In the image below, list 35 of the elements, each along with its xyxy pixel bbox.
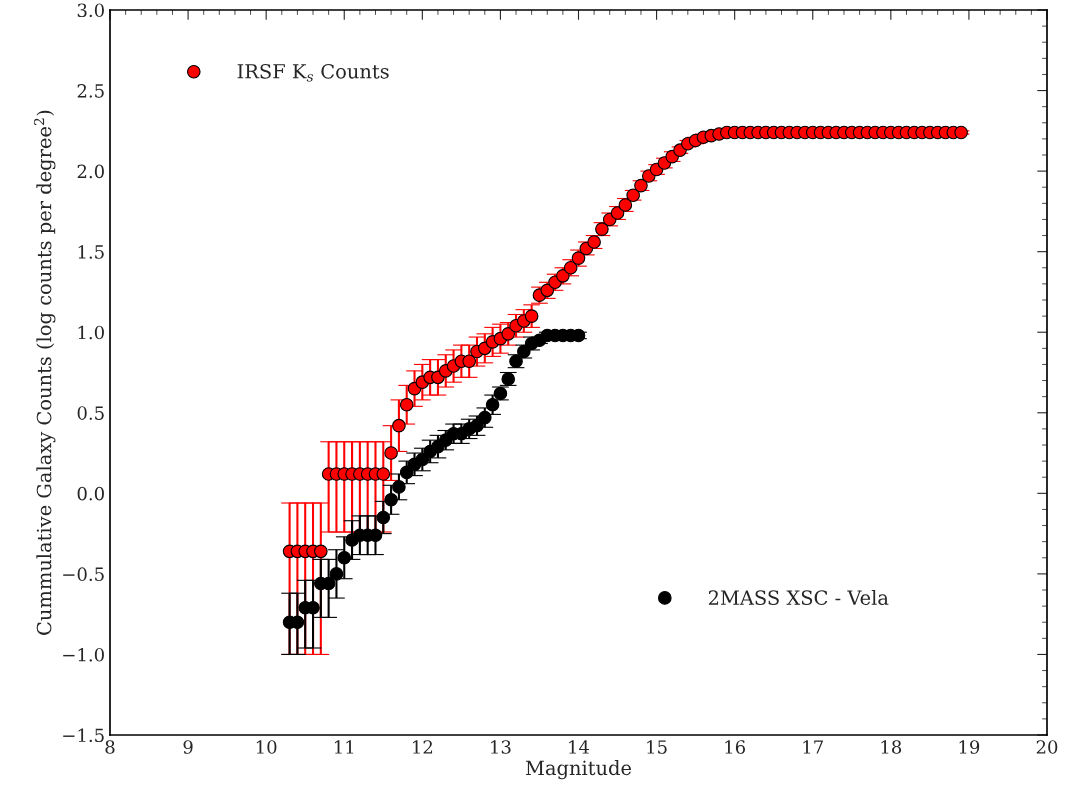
legend-label: 2MASS XSC - Vela [708,589,889,605]
x-tick-label: 13 [491,740,511,754]
y-tick-label: 2.0 [77,164,104,179]
point [392,480,406,494]
point [337,550,352,565]
x-tick-label: 11 [334,740,354,754]
y-tick-label: −1.0 [63,647,104,662]
x-axis-title: Magnitude [525,760,632,780]
x-tick-label: 10 [256,740,277,754]
x-tick-label: 19 [959,740,980,754]
y-tick-label: 3.0 [77,3,104,18]
point [399,465,414,480]
x-tick-label: 14 [569,740,590,754]
legend-label: IRSF K$_{s}$ Counts [237,63,389,82]
x-tick-label: 9 [183,740,193,754]
point [477,410,492,425]
y-tick-label: 1.0 [78,325,104,340]
x-tick-label: 8 [105,740,115,754]
x-tick-label: 17 [803,740,823,754]
x-tick-label: 12 [413,740,433,754]
point [329,567,344,581]
x-tick-label: 18 [881,740,902,754]
point [415,452,430,467]
point [376,510,391,525]
point [384,492,398,507]
x-tick-label: 16 [725,740,746,754]
x-tick-label: 20 [1036,740,1058,754]
y-tick-label: 0.0 [77,486,104,501]
y-tick-label: −0.5 [63,567,104,582]
y-tick-label: 2.5 [77,84,104,98]
y-tick-label: 0.5 [77,406,104,420]
x-tick-label: 15 [647,740,667,754]
y-axis-title: Cummulative Galaxy Counts (log counts per degree$^{2}$) [33,110,56,635]
y-tick-label: −1.5 [63,728,104,743]
y-tick-label: 1.5 [78,245,104,259]
